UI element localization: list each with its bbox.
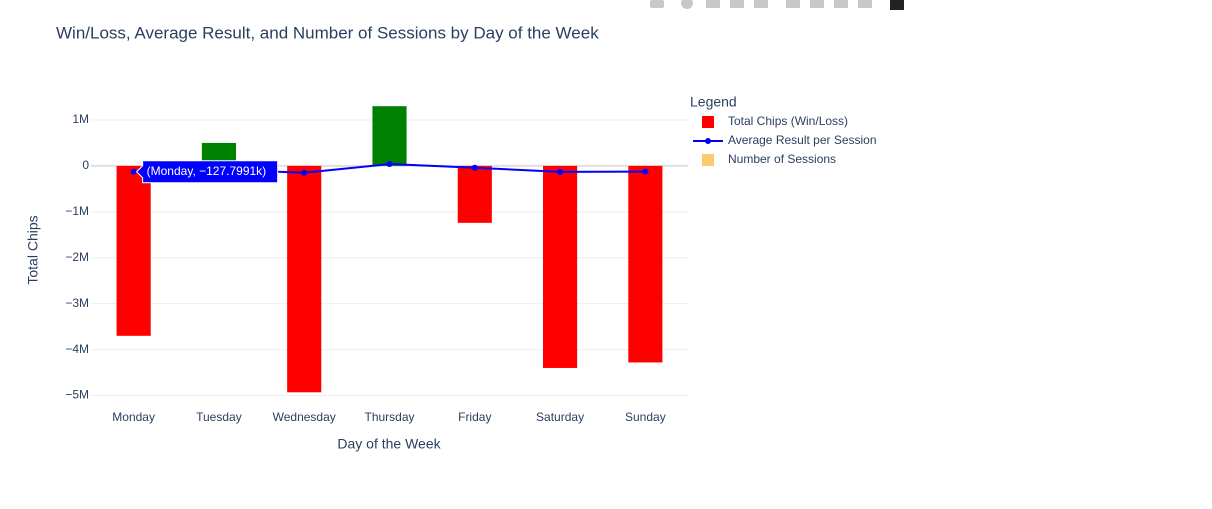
x-tick-label: Monday	[112, 410, 155, 424]
legend-swatch	[702, 154, 714, 166]
line-marker	[386, 161, 393, 168]
modebar-button[interactable]	[754, 0, 768, 8]
bar	[457, 165, 492, 223]
modebar-button[interactable]	[858, 0, 872, 8]
modebar-button[interactable]	[681, 0, 693, 9]
legend-title: Legend	[690, 94, 737, 110]
y-tick-label: 1M	[72, 112, 89, 126]
line-marker	[557, 168, 564, 175]
x-tick-label: Wednesday	[273, 410, 336, 424]
modebar-button[interactable]	[834, 0, 848, 8]
y-tick-label: −4M	[65, 342, 89, 356]
legend-swatch	[702, 116, 714, 128]
hover-text: (Monday, −127.7991k)	[147, 164, 267, 178]
x-tick-label: Sunday	[625, 410, 666, 424]
y-tick-label: −2M	[65, 250, 89, 264]
bar	[628, 165, 663, 363]
bar	[287, 165, 322, 393]
line-marker	[642, 168, 649, 175]
x-tick-label: Friday	[458, 410, 491, 424]
hover-box	[135, 160, 279, 184]
legend-label: Average Result per Session	[728, 133, 877, 147]
bar	[543, 165, 578, 368]
modebar-button[interactable]	[786, 0, 800, 8]
x-tick-label: Saturday	[536, 410, 584, 424]
bar	[201, 142, 236, 166]
y-tick-label: −1M	[65, 204, 89, 218]
legend-label: Number of Sessions	[728, 152, 836, 166]
legend-marker	[705, 138, 711, 144]
chart-title: Win/Loss, Average Result, and Number of …	[56, 23, 599, 42]
bar	[372, 106, 407, 166]
y-axis-title: Total Chips	[25, 215, 41, 284]
y-tick-label: −5M	[65, 388, 89, 402]
line-marker	[301, 169, 308, 176]
y-tick-label: −3M	[65, 296, 89, 310]
modebar-button[interactable]	[650, 0, 664, 8]
modebar-button[interactable]	[706, 0, 720, 8]
legend-label: Total Chips (Win/Loss)	[728, 114, 848, 128]
line-marker	[471, 164, 478, 171]
modebar[interactable]	[650, 0, 904, 10]
hover-label: (Monday, −127.7991k)	[135, 160, 279, 184]
plotly-logo[interactable]	[890, 0, 904, 10]
modebar-button[interactable]	[730, 0, 744, 8]
line-marker	[130, 168, 137, 175]
x-axis-title: Day of the Week	[337, 436, 441, 452]
x-tick-label: Thursday	[364, 410, 414, 424]
bar	[116, 165, 151, 336]
modebar-button[interactable]	[810, 0, 824, 8]
x-tick-label: Tuesday	[196, 410, 242, 424]
y-tick-label: 0	[82, 158, 89, 172]
